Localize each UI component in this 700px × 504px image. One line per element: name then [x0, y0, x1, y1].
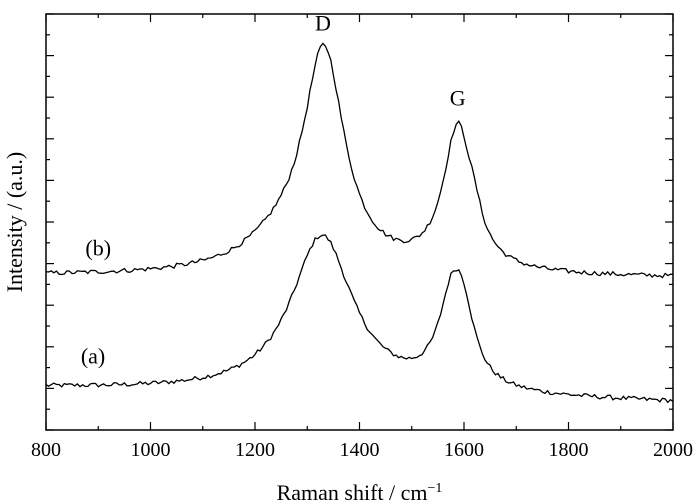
x-tick-label: 1400 [340, 439, 380, 461]
x-axis-label-superscript: −1 [428, 481, 443, 496]
tick-marks [45, 13, 674, 431]
series-line-b [45, 42, 674, 279]
annotation-b: (b) [85, 235, 111, 260]
annotation-d: D [315, 11, 331, 36]
y-axis-label: Intensity / (a.u.) [2, 152, 27, 293]
plot-frame [45, 13, 674, 431]
annotation-g: G [450, 86, 466, 111]
x-tick-labels: 800 1000 1200 1400 1600 1800 2000 [31, 439, 693, 461]
x-tick-label: 1000 [131, 439, 171, 461]
annotations: D G (b) (a) [81, 11, 466, 369]
x-axis-label-text: Raman shift / cm [277, 480, 428, 504]
series-line-a [45, 234, 674, 404]
x-tick-label: 800 [31, 439, 61, 461]
x-axis-label: Raman shift / cm−1 [277, 480, 443, 504]
series-lines [45, 42, 674, 404]
annotation-a: (a) [81, 343, 105, 368]
x-tick-label: 1600 [444, 439, 484, 461]
x-tick-label: 2000 [653, 439, 693, 461]
x-tick-label: 1800 [549, 439, 589, 461]
x-tick-label: 1200 [235, 439, 275, 461]
